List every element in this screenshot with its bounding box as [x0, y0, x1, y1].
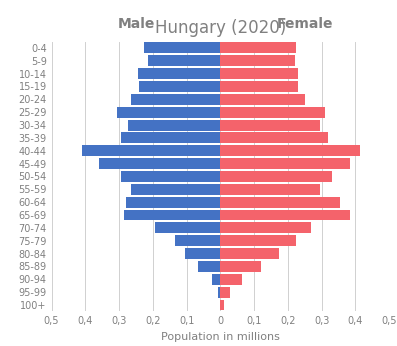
- Bar: [220, 261, 261, 272]
- Bar: [220, 300, 224, 310]
- Bar: [220, 171, 331, 182]
- Bar: [220, 133, 328, 143]
- Bar: [82, 145, 220, 156]
- Bar: [220, 248, 279, 259]
- Bar: [220, 68, 298, 79]
- Bar: [198, 261, 220, 272]
- Bar: [220, 286, 230, 298]
- Bar: [148, 55, 220, 66]
- Bar: [127, 120, 220, 130]
- Bar: [218, 286, 220, 298]
- Bar: [220, 158, 350, 169]
- Bar: [220, 120, 320, 130]
- Bar: [220, 81, 298, 92]
- Bar: [220, 274, 242, 285]
- Bar: [220, 197, 340, 208]
- Bar: [121, 171, 220, 182]
- Bar: [131, 94, 220, 105]
- Bar: [220, 184, 320, 195]
- Bar: [99, 158, 220, 169]
- Title: Hungary (2020): Hungary (2020): [155, 19, 286, 37]
- Bar: [145, 43, 220, 53]
- Bar: [220, 235, 296, 246]
- Text: Female: Female: [276, 17, 333, 31]
- Bar: [154, 222, 220, 233]
- Bar: [131, 184, 220, 195]
- Bar: [220, 107, 325, 118]
- X-axis label: Population in millions: Population in millions: [161, 332, 280, 342]
- Text: Male: Male: [117, 17, 155, 31]
- Bar: [124, 210, 220, 220]
- Bar: [121, 133, 220, 143]
- Bar: [212, 274, 220, 285]
- Bar: [220, 55, 295, 66]
- Bar: [118, 107, 220, 118]
- Bar: [185, 248, 220, 259]
- Bar: [138, 68, 220, 79]
- Bar: [126, 197, 220, 208]
- Bar: [220, 145, 360, 156]
- Bar: [220, 222, 311, 233]
- Bar: [220, 43, 296, 53]
- Bar: [220, 210, 350, 220]
- Bar: [220, 94, 305, 105]
- Bar: [139, 81, 220, 92]
- Bar: [175, 235, 220, 246]
